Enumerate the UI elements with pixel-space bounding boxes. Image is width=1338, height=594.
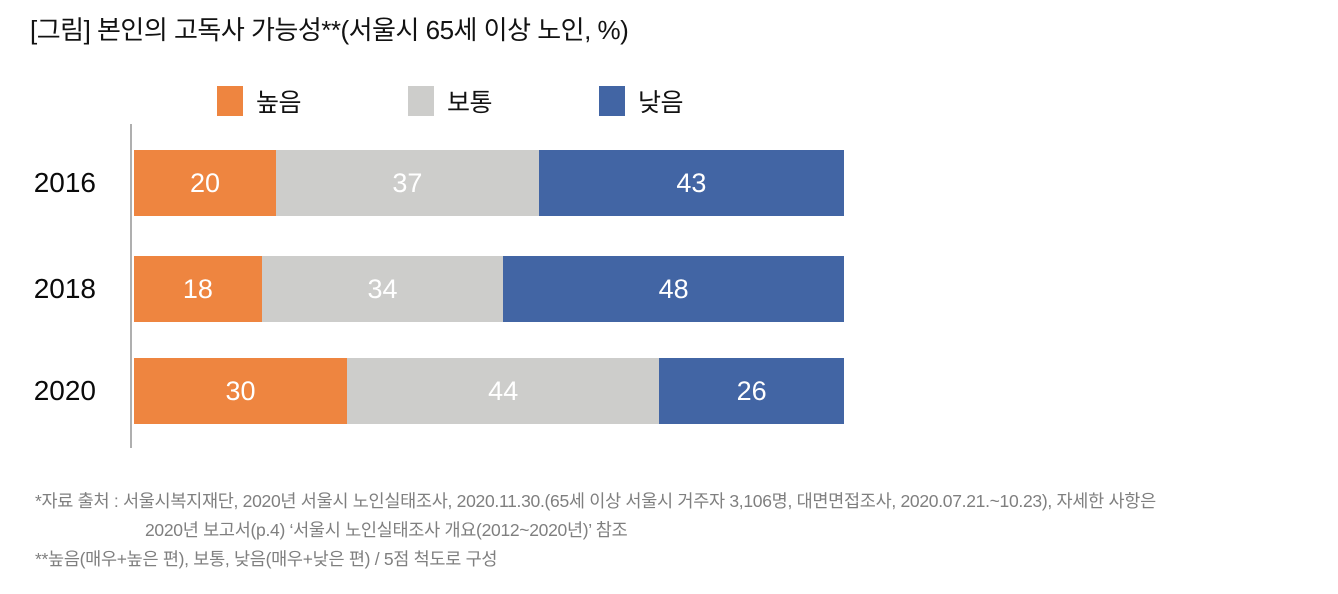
legend-item-low: 낮음 [599,83,684,119]
y-axis-line [130,124,132,448]
bar-segment-high-2016: 20 [134,150,276,216]
bar-track-2016: 20 37 43 [134,150,844,216]
legend-label-medium: 보통 [447,89,493,117]
bar-track-2018: 18 34 48 [134,256,844,322]
bar-value-label: 18 [182,274,213,304]
bar-segment-medium-2018: 34 [261,256,504,322]
legend: 높음 보통 낮음 [217,83,684,119]
category-label-2016: 2016 [33,167,96,198]
bar-segment-medium-2016: 37 [276,150,539,216]
bar-value-label: 43 [676,168,707,198]
category-label-2018: 2018 [33,273,96,304]
bar-segment-low-2020: 26 [659,358,844,424]
bar-segment-low-2016: 43 [538,150,844,216]
bar-value-label: 20 [189,168,221,198]
bar-value-label: 44 [488,376,519,406]
bar-row-2016: 2016 20 37 43 [0,150,1338,216]
bar-segment-medium-2020: 44 [347,358,660,424]
footnote-line-1: *자료 출처 : 서울시복지재단, 2020년 서울시 노인실태조사, 2020… [35,491,1156,511]
bar-segment-low-2018: 48 [503,256,844,322]
footnote-line-3: **높음(매우+높은 편), 보통, 낮음(매우+낮은 편) / 5점 척도로 … [35,549,498,569]
legend-item-medium: 보통 [408,83,493,119]
legend-swatch-high [217,86,243,116]
chart-title: [그림] 본인의 고독사 가능성**(서울시 65세 이상 노인, %) [30,15,629,45]
legend-label-low: 낮음 [638,89,684,117]
legend-swatch-low [599,86,626,116]
bar-value-label: 37 [392,168,423,198]
footnote-line-2: 2020년 보고서(p.4) ‘서울시 노인실태조사 개요(2012~2020년… [145,520,628,540]
bar-value-label: 34 [367,274,398,304]
footnotes: *자료 출처 : 서울시복지재단, 2020년 서울시 노인실태조사, 2020… [35,487,1315,574]
bar-segment-high-2018: 18 [134,256,262,322]
bar-row-2018: 2018 18 34 48 [0,256,1338,322]
legend-item-high: 높음 [217,83,302,119]
bar-value-label: 30 [225,376,256,406]
bar-value-label: 26 [736,376,767,406]
legend-swatch-medium [408,86,435,116]
category-label-2020: 2020 [33,375,96,406]
bar-track-2020: 30 44 26 [134,358,844,424]
bar-value-label: 48 [658,274,689,304]
legend-label-high: 높음 [256,89,302,117]
bar-segment-high-2020: 30 [134,358,347,424]
bar-row-2020: 2020 30 44 26 [0,358,1338,424]
